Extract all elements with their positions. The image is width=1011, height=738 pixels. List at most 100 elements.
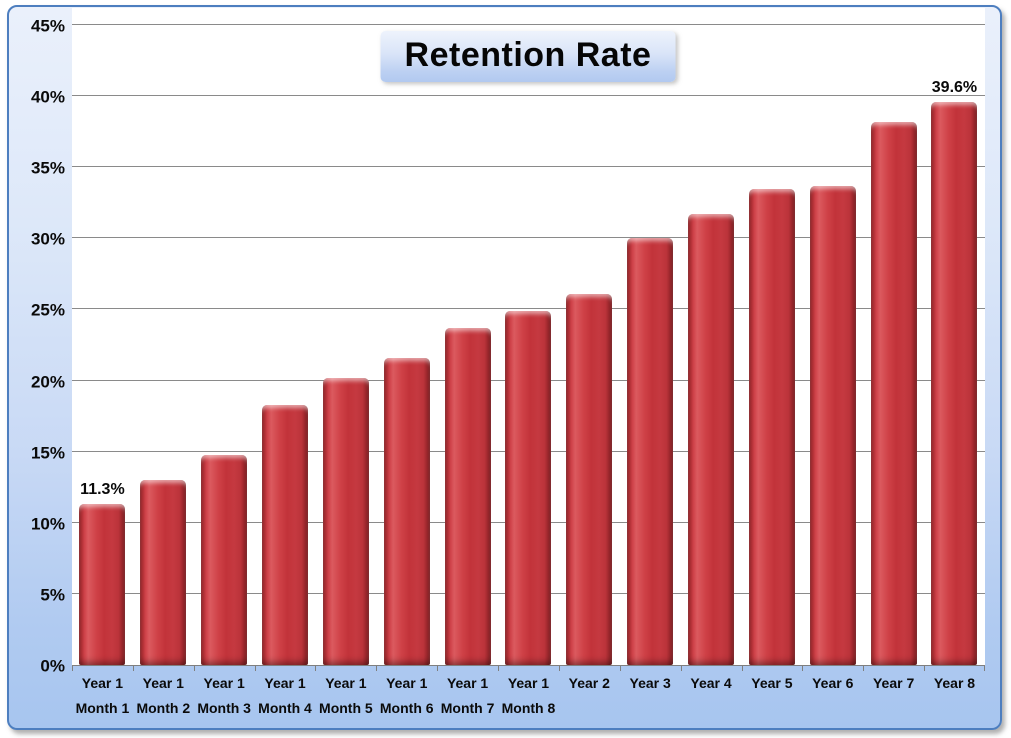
x-tick: [863, 666, 865, 671]
x-label-4: Year 1 Month 4: [255, 675, 316, 717]
y-tick-label: 35%: [30, 158, 65, 178]
x-label-5: Year 1 Month 5: [315, 675, 376, 717]
x-label-line1: Year 4: [690, 675, 732, 691]
bar-8: [505, 310, 552, 665]
x-label-line1: Year 5: [751, 675, 793, 691]
x-tick: [376, 666, 378, 671]
y-tick-label: 45%: [30, 16, 65, 36]
x-label-15: Year 8: [924, 675, 985, 717]
x-label-line2: Month 2: [136, 700, 191, 716]
x-label-3: Year 1 Month 3: [194, 675, 255, 717]
x-label-line1: Year 1: [446, 675, 489, 691]
x-tick: [132, 666, 134, 671]
bar-9: [566, 293, 613, 665]
x-label-11: Year 4: [681, 675, 742, 717]
x-label-line2: Month 1: [75, 700, 130, 716]
x-label-line2: Month 4: [258, 700, 312, 716]
gridline-45: [72, 24, 985, 25]
x-label-line2: Month 5: [319, 700, 373, 716]
bar-slot-1: 11.3%: [72, 8, 133, 665]
bar-2: [140, 480, 187, 665]
bar-series: 11.3% 39.6%: [72, 8, 985, 665]
x-label-line2: Month 8: [501, 700, 556, 716]
x-label-line2: Month 6: [379, 700, 434, 716]
x-tick: [680, 666, 682, 671]
bar-4: [262, 404, 308, 665]
x-label-1: Year 1 Month 1: [72, 675, 133, 717]
x-label-line1: Year 2: [568, 675, 610, 691]
bar-slot-4: [255, 8, 316, 665]
gridline-25: [72, 308, 985, 310]
x-label-2: Year 1 Month 2: [133, 675, 194, 717]
bar-slot-2: [133, 8, 194, 665]
x-label-line1: Year 3: [629, 675, 671, 691]
x-label-line1: Year 1: [386, 675, 428, 691]
bar-slot-6: [376, 8, 437, 665]
bar-slot-7: [437, 8, 498, 665]
bar-7: [444, 327, 491, 665]
x-label-7: Year 1 Month 7: [437, 675, 498, 717]
y-tick-label: 40%: [30, 87, 65, 107]
x-label-line1: Year 1: [142, 675, 184, 691]
x-tick: [72, 666, 73, 671]
bar-1: 11.3%: [79, 481, 126, 665]
bar-slot-10: [620, 8, 681, 665]
x-label-6: Year 1 Month 6: [376, 675, 437, 717]
gridline-35: [72, 166, 985, 168]
y-tick-label: 15%: [30, 443, 65, 463]
x-label-14: Year 7: [863, 675, 924, 717]
x-tick: [498, 666, 500, 671]
x-label-line1: Year 6: [812, 675, 854, 691]
bar-slot-3: [194, 8, 255, 665]
x-label-line1: Year 1: [264, 675, 306, 691]
y-tick-label: 20%: [30, 372, 65, 392]
x-label-line1: Year 1: [325, 675, 367, 691]
x-tick: [802, 666, 804, 671]
x-tick: [315, 666, 317, 671]
bar-3: [201, 454, 248, 665]
y-tick-label: 5%: [40, 585, 65, 605]
x-tick: [924, 666, 926, 671]
bar-slot-15: 39.6%: [924, 8, 985, 665]
x-tick: [558, 666, 560, 671]
bar-15: 39.6%: [931, 79, 978, 665]
bar-14: [870, 121, 917, 665]
x-tick: [741, 666, 743, 671]
bar-slot-14: [863, 8, 924, 665]
x-label-line1: Year 1: [81, 675, 124, 691]
data-label-1: 11.3%: [80, 481, 125, 499]
gridline-40: [72, 95, 985, 97]
bar-11: [688, 214, 735, 665]
x-label-line2: Month 3: [197, 700, 251, 716]
y-axis: 0% 5% 10% 15% 20% 25% 30% 35% 40% 45%: [9, 8, 65, 675]
y-tick-label: 0%: [40, 656, 65, 676]
x-tick: [193, 666, 195, 671]
bar-12: [748, 188, 795, 665]
x-label-line1: Year 7: [872, 675, 915, 691]
y-tick-label: 30%: [30, 229, 65, 249]
y-tick-label: 25%: [30, 300, 65, 320]
bar-13: [809, 185, 856, 665]
chart-title: Retention Rate: [380, 31, 676, 82]
x-label-line2: Month 7: [440, 700, 495, 716]
bar-slot-8: [498, 8, 559, 665]
chart-frame: Retention Rate 0% 5% 10% 15% 20% 25% 30% 35% 40%…: [7, 5, 1002, 730]
bar-slot-11: [681, 8, 742, 665]
x-label-12: Year 5: [741, 675, 802, 717]
bar-6: [383, 357, 430, 665]
bar-slot-5: [315, 8, 376, 665]
x-label-8: Year 1 Month 8: [498, 675, 559, 717]
x-label-9: Year 2: [559, 675, 620, 717]
x-label-line1: Year 1: [203, 675, 245, 691]
x-tick: [437, 666, 439, 671]
x-tick: [984, 666, 985, 671]
bar-slot-13: [802, 8, 863, 665]
y-tick-label: 10%: [30, 514, 65, 534]
bar-slot-9: [559, 8, 620, 665]
x-label-line1: Year 1: [507, 675, 550, 691]
bar-5: [322, 377, 369, 665]
x-tick: [254, 666, 256, 671]
data-label-15: 39.6%: [931, 78, 978, 96]
x-label-13: Year 6: [802, 675, 863, 717]
x-label-10: Year 3: [620, 675, 681, 717]
